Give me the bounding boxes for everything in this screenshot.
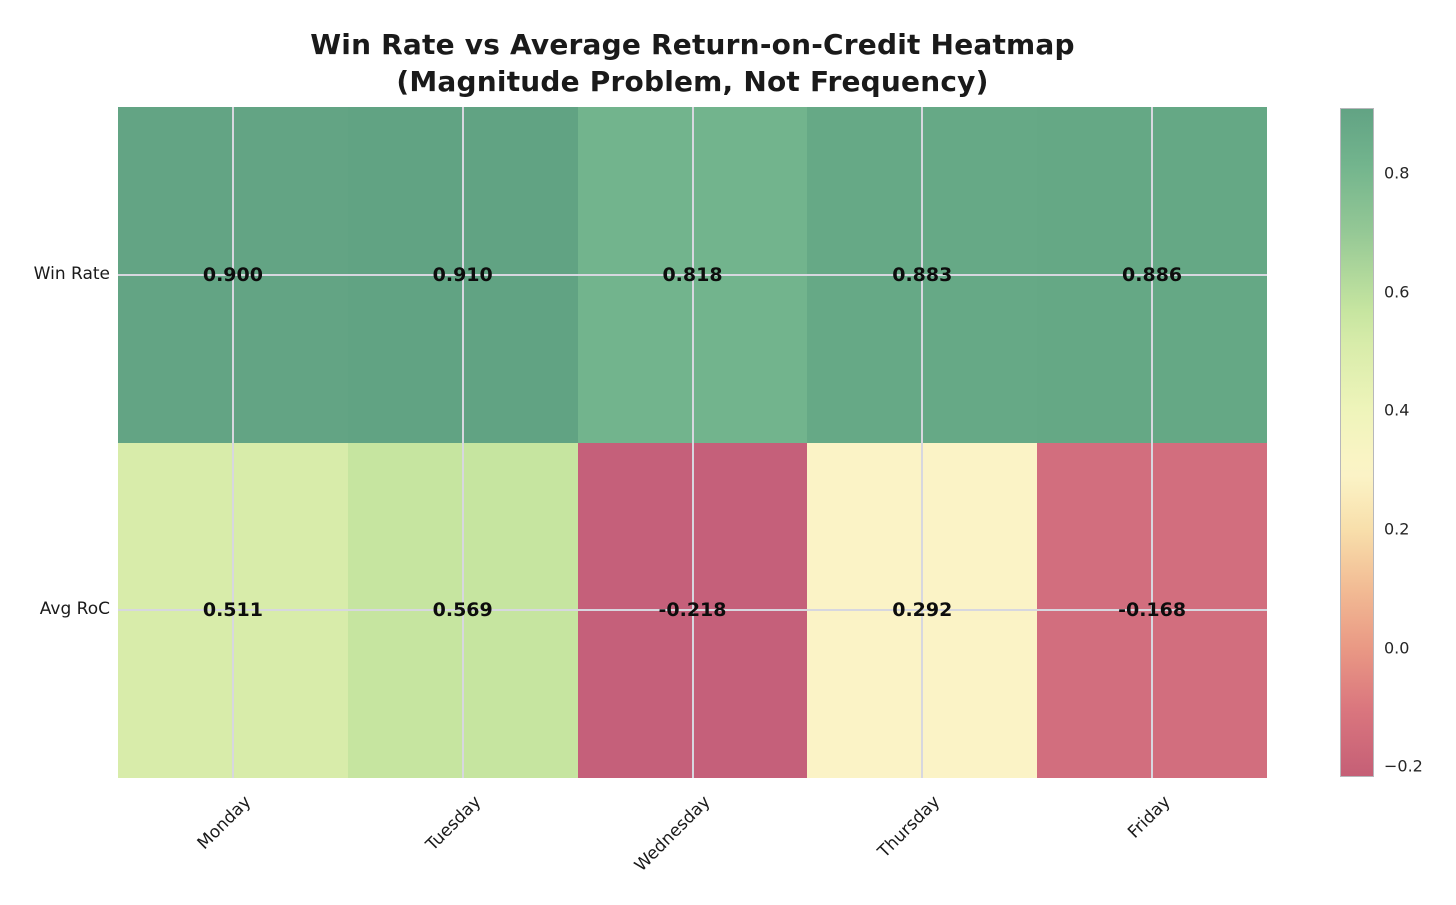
heatmap-cell: 0.569 — [347, 442, 578, 778]
chart-title-line2: (Magnitude Problem, Not Frequency) — [396, 65, 989, 98]
x-axis-label: Friday — [1123, 792, 1175, 843]
x-axis-label: Wednesday — [630, 792, 715, 876]
heatmap-cell: 0.910 — [347, 107, 578, 443]
heatmap-grid: 0.900 0.910 0.818 0.883 0.886 0.511 0.569 -0.21… — [118, 107, 1267, 778]
heatmap-cell: 0.883 — [807, 107, 1038, 443]
heatmap-cell: -0.218 — [577, 442, 808, 778]
x-axis-label: Monday — [193, 792, 256, 854]
cell-value: 0.818 — [662, 263, 723, 286]
colorbar-tick-label: 0.6 — [1384, 282, 1410, 302]
chart-title: Win Rate vs Average Return-on-Credit Hea… — [118, 26, 1267, 100]
chart-title-line1: Win Rate vs Average Return-on-Credit Hea… — [310, 28, 1075, 61]
cell-value: 0.886 — [1122, 263, 1183, 286]
colorbar-tick-label: −0.2 — [1384, 756, 1423, 776]
heatmap-cell: 0.511 — [118, 442, 348, 778]
heatmap-cell: -0.168 — [1037, 442, 1267, 778]
colorbar-tick-label: 0.0 — [1384, 638, 1410, 658]
cell-value: -0.218 — [658, 599, 727, 622]
y-axis-label: Win Rate — [33, 263, 110, 284]
heatmap-cell: 0.818 — [577, 107, 808, 443]
cell-value: 0.910 — [432, 263, 493, 286]
heatmap-cell: 0.886 — [1037, 107, 1267, 443]
heatmap-cell: 0.292 — [807, 442, 1038, 778]
colorbar-tick-label: 0.2 — [1384, 519, 1410, 539]
colorbar — [1340, 108, 1374, 777]
colorbar-tick-label: 0.4 — [1384, 400, 1410, 420]
colorbar-tick-label: 0.8 — [1384, 163, 1410, 183]
y-axis-label: Avg RoC — [39, 599, 110, 620]
cell-value: 0.883 — [892, 263, 953, 286]
cell-value: 0.569 — [432, 599, 493, 622]
cell-value: -0.168 — [1118, 599, 1187, 622]
cell-value: 0.900 — [202, 263, 263, 286]
cell-value: 0.292 — [892, 599, 953, 622]
cell-value: 0.511 — [202, 599, 263, 622]
x-axis-label: Tuesday — [421, 792, 485, 856]
heatmap-cell: 0.900 — [118, 107, 348, 443]
x-axis-label: Thursday — [874, 792, 945, 863]
